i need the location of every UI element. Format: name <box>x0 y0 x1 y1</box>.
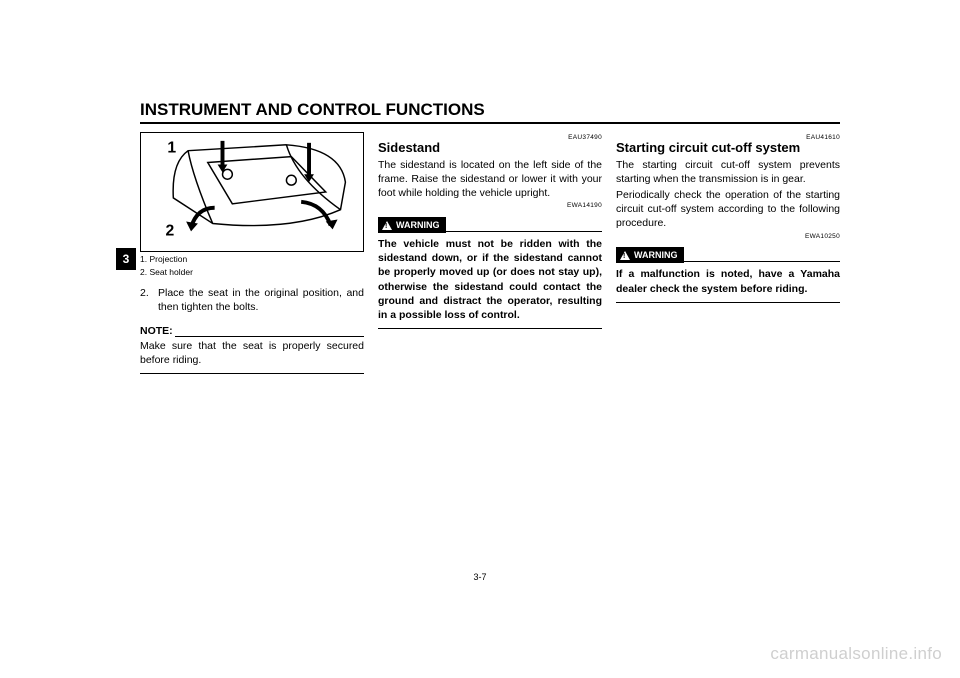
warning-row-starting: WARNING <box>616 247 840 263</box>
step-text: Place the seat in the original position,… <box>158 286 364 314</box>
page-title: INSTRUMENT AND CONTROL FUNCTIONS <box>140 100 840 124</box>
body-starting-2: Periodically check the operation of the … <box>616 188 840 231</box>
heading-starting-circuit: Starting circuit cut-off system <box>616 141 840 156</box>
warning-label: WARNING <box>634 249 678 261</box>
section-tab: 3 <box>116 248 136 270</box>
column-3: EAU41610 Starting circuit cut-off system… <box>616 132 840 374</box>
warning-triangle-icon <box>620 251 630 260</box>
body-sidestand: The sidestand is located on the left sid… <box>378 158 602 201</box>
warning-label: WARNING <box>396 219 440 231</box>
content-columns: 1 2 1. Projection 2. Seat holder 2. Plac… <box>140 132 840 374</box>
note-label: NOTE: <box>140 324 173 338</box>
step-2: 2. Place the seat in the original positi… <box>140 286 364 314</box>
figure-caption-2: 2. Seat holder <box>140 267 364 278</box>
figure-caption-1: 1. Projection <box>140 254 364 265</box>
page-number: 3-7 <box>0 572 960 582</box>
figure-label-1: 1 <box>167 140 176 157</box>
warning-triangle-icon <box>382 221 392 230</box>
warning-text-starting: If a malfunction is noted, have a Yamaha… <box>616 267 840 295</box>
note-text: Make sure that the seat is properly secu… <box>140 339 364 367</box>
ref-code-starting-warning: EWA10250 <box>616 233 840 242</box>
seat-figure: 1 2 <box>140 132 364 252</box>
warning-row-sidestand: WARNING <box>378 217 602 233</box>
heading-sidestand: Sidestand <box>378 141 602 156</box>
warning-badge: WARNING <box>616 247 684 263</box>
column-2: EAU37490 Sidestand The sidestand is loca… <box>378 132 602 374</box>
warning-badge: WARNING <box>378 217 446 233</box>
ref-code-sidestand-warning: EWA14190 <box>378 202 602 211</box>
warning-text-sidestand: The vehicle must not be ridden with the … <box>378 237 602 322</box>
figure-label-2: 2 <box>165 222 174 239</box>
column-1: 1 2 1. Projection 2. Seat holder 2. Plac… <box>140 132 364 374</box>
page-content: INSTRUMENT AND CONTROL FUNCTIONS <box>140 100 840 374</box>
watermark: carmanualsonline.info <box>770 644 942 664</box>
step-number: 2. <box>140 286 158 314</box>
body-starting-1: The starting circuit cut-off system prev… <box>616 158 840 186</box>
